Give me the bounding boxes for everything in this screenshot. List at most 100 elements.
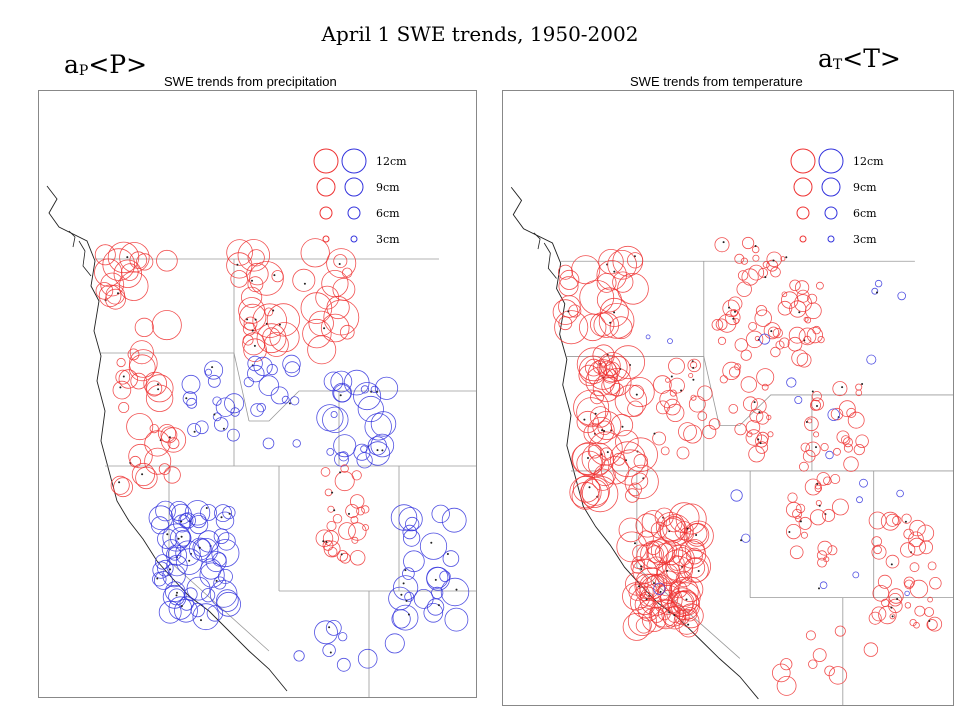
trend-circle	[571, 255, 601, 285]
trend-circle	[246, 262, 269, 286]
trend-circle	[167, 547, 182, 561]
trend-circle	[662, 516, 687, 542]
trend-circle	[787, 336, 803, 352]
trend-circle	[785, 523, 802, 540]
trend-circle	[794, 395, 803, 404]
trend-circle	[320, 313, 350, 343]
trend-circle	[322, 406, 349, 434]
trend-circle	[262, 327, 281, 346]
trend-circle	[653, 582, 666, 595]
trend-circle	[878, 605, 897, 625]
station-dot	[333, 509, 336, 512]
trend-circles	[94, 238, 470, 672]
label-at-main: a	[818, 44, 833, 73]
basemap	[510, 186, 953, 705]
trend-circle	[750, 398, 767, 415]
precip-map-panel: 12cm 9cm 6cm 3cm	[38, 90, 477, 698]
station-dot	[446, 553, 449, 555]
trend-circle	[326, 520, 337, 531]
trend-circle	[776, 676, 797, 696]
legend-label: 6cm	[853, 207, 877, 220]
slide-title: April 1 SWE trends, 1950-2002	[321, 22, 639, 46]
trend-circle	[789, 300, 807, 318]
station-dot	[757, 438, 760, 441]
trend-circle	[734, 338, 749, 352]
station-dot	[157, 383, 159, 386]
trend-circle	[881, 598, 890, 607]
trend-circle	[652, 431, 667, 446]
trend-circle	[357, 648, 378, 669]
trend-circle	[711, 319, 724, 331]
station-dot	[434, 578, 437, 581]
trend-circle	[741, 533, 751, 543]
trend-circle	[325, 620, 342, 636]
station-dot	[680, 389, 683, 392]
trend-circle	[596, 260, 627, 291]
trend-circle	[852, 571, 860, 579]
trend-circle	[247, 276, 264, 293]
trend-circle	[791, 349, 809, 367]
trend-circle	[361, 505, 370, 514]
trend-circle	[668, 357, 685, 375]
station-dot	[381, 449, 384, 452]
trend-circle	[809, 399, 821, 411]
trend-circle	[625, 488, 640, 503]
trend-circle	[780, 658, 793, 671]
trend-circle	[222, 505, 236, 520]
station-dot	[567, 310, 570, 313]
trend-circle	[204, 360, 224, 380]
trend-circle	[284, 361, 301, 377]
trend-circle	[193, 537, 219, 563]
station-dot	[322, 540, 325, 543]
trend-circle	[789, 545, 804, 560]
station-dot	[455, 588, 458, 591]
station-dot	[788, 531, 791, 533]
trend-circle	[756, 368, 775, 387]
trend-circle	[885, 554, 900, 569]
trend-circle	[617, 273, 649, 305]
trend-circle	[904, 590, 910, 597]
trend-circle	[734, 423, 747, 436]
trend-circle	[598, 248, 624, 275]
trend-circle	[690, 394, 697, 401]
trend-circle	[580, 476, 610, 506]
trend-circle	[576, 397, 607, 428]
trend-circle	[587, 359, 619, 390]
trend-circle	[186, 576, 211, 601]
station-dot	[331, 491, 334, 494]
station-dot	[198, 546, 201, 549]
station-dot	[621, 425, 624, 428]
legend-label: 12cm	[376, 155, 407, 168]
trend-circle	[293, 650, 305, 662]
trend-circle	[640, 540, 669, 569]
station-dot	[818, 504, 821, 507]
station-dot	[764, 276, 767, 279]
trend-circle	[247, 249, 265, 267]
trend-circle	[684, 539, 705, 560]
trend-circle	[863, 642, 879, 657]
trend-circle	[226, 252, 253, 279]
trend-circle	[833, 447, 841, 456]
trend-circle	[571, 481, 600, 510]
trend-circle	[872, 584, 890, 602]
trend-circle	[669, 377, 685, 394]
trend-circle	[868, 611, 882, 625]
trend-circle	[189, 515, 209, 535]
trend-circle	[332, 514, 343, 524]
trend-circle	[357, 395, 384, 423]
trend-circle	[804, 478, 822, 496]
trend-circle	[795, 515, 802, 523]
trend-circle	[904, 602, 912, 609]
trend-circle	[214, 504, 232, 523]
legend-circle-negative	[827, 235, 835, 243]
trend-circle	[761, 383, 769, 391]
trend-circle	[802, 449, 816, 463]
trend-circle	[151, 310, 182, 341]
trend-circle	[320, 467, 331, 477]
trend-circle	[192, 603, 220, 631]
trend-circle	[616, 531, 648, 563]
trend-circle	[855, 434, 869, 448]
trend-circle	[316, 404, 344, 432]
station-dot	[798, 311, 801, 314]
trend-circle	[161, 539, 182, 559]
